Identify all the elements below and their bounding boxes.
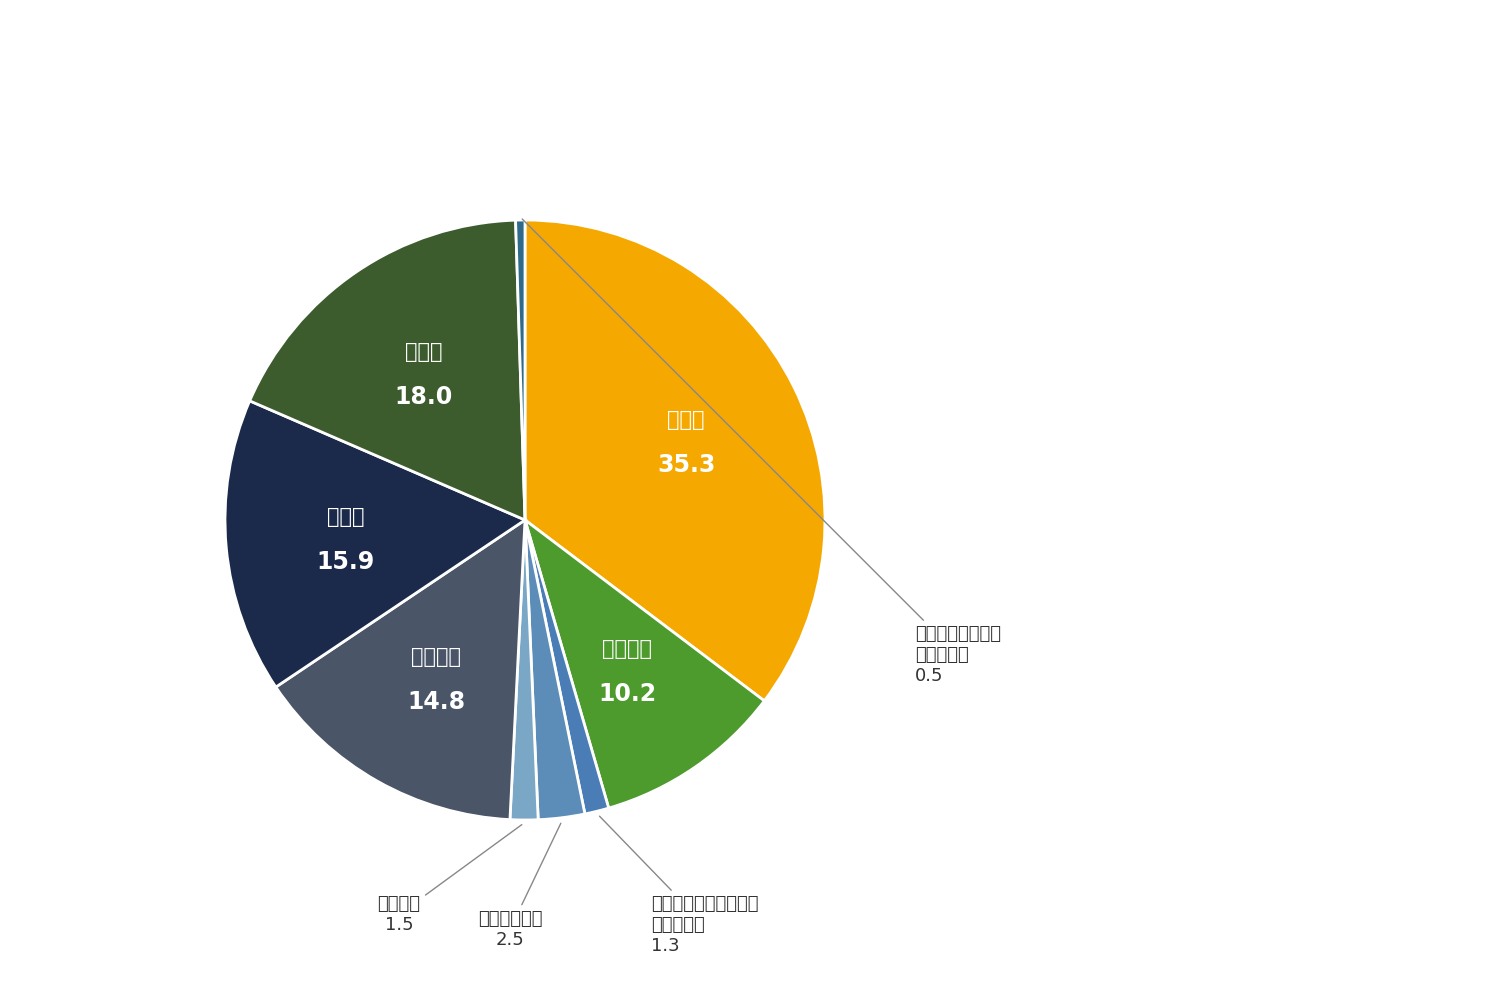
- Text: 10.2: 10.2: [598, 682, 656, 706]
- Text: 15.9: 15.9: [316, 550, 375, 574]
- Wedge shape: [249, 220, 525, 520]
- Wedge shape: [510, 520, 538, 820]
- Wedge shape: [525, 520, 609, 814]
- Text: No.04: No.04: [656, 90, 812, 135]
- Wedge shape: [516, 220, 525, 520]
- Text: 35.3: 35.3: [657, 453, 716, 477]
- Text: ゴルフ場・スキー場・
キャンプ場
1.3: ゴルフ場・スキー場・ キャンプ場 1.3: [600, 816, 759, 955]
- Text: 14.8: 14.8: [406, 690, 465, 714]
- Text: 駐車場: 駐車場: [668, 410, 705, 430]
- Text: 今こそCRE！: 今こそCRE！: [36, 15, 254, 60]
- Text: 18.0: 18.0: [394, 385, 453, 409]
- Text: 宗教用地: 宗教用地: [411, 647, 462, 667]
- Text: 農地等: 農地等: [405, 342, 442, 362]
- Text: その他: その他: [327, 507, 364, 527]
- Wedge shape: [276, 520, 525, 820]
- Wedge shape: [525, 220, 825, 701]
- Text: 資材置場: 資材置場: [602, 639, 652, 659]
- Text: 企業における不動産の活用実態: 企業における不動産の活用実態: [36, 90, 433, 135]
- Wedge shape: [525, 520, 585, 820]
- Wedge shape: [225, 401, 525, 687]
- Text: グラウンド等の福
利厚生施設
0.5: グラウンド等の福 利厚生施設 0.5: [522, 219, 1001, 685]
- Wedge shape: [525, 520, 765, 808]
- Text: 文教用地
1.5: 文教用地 1.5: [378, 825, 522, 934]
- Text: 貯水池・水路
2.5: 貯水池・水路 2.5: [477, 823, 561, 949]
